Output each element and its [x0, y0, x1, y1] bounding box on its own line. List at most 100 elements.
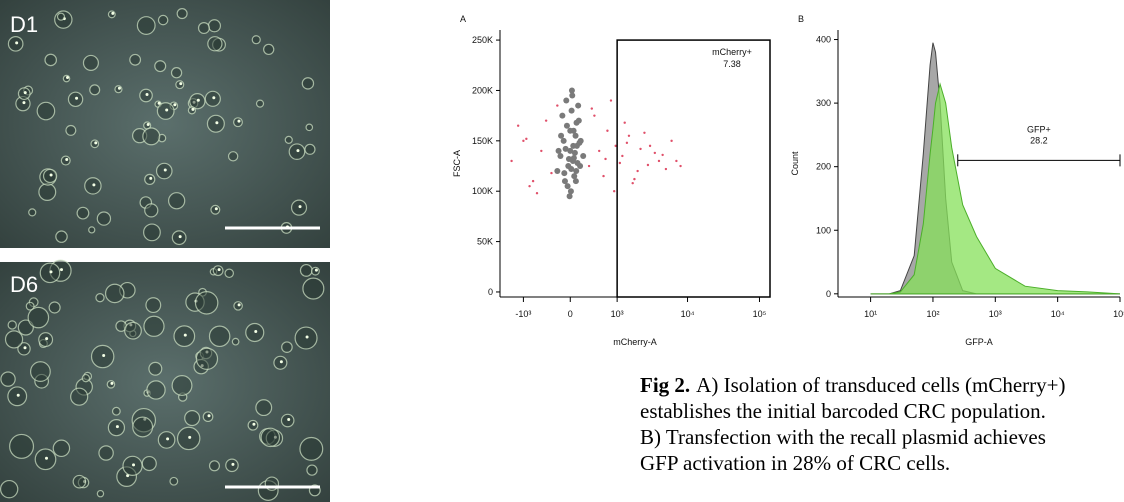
cell: [4, 330, 24, 349]
point: [567, 188, 574, 195]
cell-highlight: [23, 91, 27, 95]
caption-line: B) Transfection with the recall plasmid …: [640, 425, 1046, 449]
point: [646, 163, 650, 167]
cell: [88, 226, 96, 234]
point: [567, 127, 574, 134]
point: [561, 178, 568, 185]
point: [618, 161, 622, 165]
cell: [207, 36, 223, 52]
point: [563, 122, 570, 129]
cell-highlight: [196, 98, 200, 102]
point: [580, 152, 587, 159]
point: [571, 149, 578, 156]
cell: [224, 268, 234, 279]
cell: [144, 203, 159, 218]
point: [639, 147, 642, 151]
cell: [167, 192, 186, 210]
panel-label: B: [798, 14, 804, 24]
cell: [207, 19, 222, 33]
cell: [82, 54, 99, 71]
cell: [27, 306, 50, 329]
point: [657, 159, 661, 163]
cell: [38, 183, 57, 202]
cell-highlight: [145, 93, 149, 97]
point: [555, 147, 562, 154]
cell: [304, 143, 316, 155]
cell-highlight: [314, 268, 318, 272]
cell-highlight: [163, 168, 167, 172]
y-axis-label: Count: [790, 151, 800, 176]
point: [602, 174, 605, 178]
cell: [52, 439, 71, 458]
cell: [136, 16, 156, 35]
cell-highlight: [212, 96, 216, 100]
cell: [104, 283, 125, 304]
point: [559, 112, 566, 119]
cell: [208, 325, 231, 348]
cell-highlight: [117, 86, 121, 90]
y-tick-label: 200: [816, 162, 831, 172]
cell-highlight: [132, 463, 136, 467]
panel-label: A: [460, 14, 466, 24]
cell: [89, 84, 101, 96]
cell: [231, 337, 240, 346]
point: [661, 153, 664, 157]
y-axis-label: FSC-A: [452, 150, 462, 177]
cell: [284, 135, 293, 144]
cell-highlight: [252, 422, 256, 426]
cell-highlight: [92, 183, 96, 187]
point: [570, 142, 577, 149]
caption-line: Fig 2. A) Isolation of transduced cells (…: [640, 372, 1124, 398]
point: [572, 178, 579, 185]
x-tick-label: 10²: [926, 309, 939, 319]
point: [679, 164, 682, 168]
cell-highlight: [75, 96, 79, 100]
point: [604, 157, 607, 161]
cell: [184, 410, 201, 427]
cell: [48, 301, 61, 314]
cell: [305, 123, 314, 132]
point: [576, 139, 583, 146]
cell: [176, 8, 188, 20]
cell: [25, 301, 35, 311]
gate: [616, 39, 771, 298]
cell: [301, 77, 315, 90]
cell-highlight: [188, 435, 192, 439]
point: [675, 159, 678, 163]
point: [643, 131, 646, 134]
cell: [299, 436, 324, 461]
cell: [65, 124, 77, 136]
point: [612, 190, 616, 193]
cell: [281, 341, 293, 353]
point: [572, 132, 579, 139]
cell: [132, 416, 154, 438]
cell: [143, 315, 165, 337]
point: [561, 170, 568, 177]
point: [510, 159, 513, 163]
point: [568, 107, 575, 114]
area: [870, 42, 1120, 295]
cell-highlight: [94, 141, 98, 145]
cell: [194, 291, 219, 315]
point: [606, 129, 609, 132]
point: [633, 177, 636, 181]
point: [598, 149, 601, 153]
cell: [124, 321, 142, 340]
point: [568, 87, 575, 94]
gate-name: mCherry+: [712, 47, 752, 57]
cells: [0, 8, 325, 501]
point: [670, 139, 673, 143]
cell-highlight: [191, 107, 195, 111]
y-tick-label: 0: [826, 289, 831, 299]
cell-highlight: [305, 335, 309, 339]
y-tick-label: 0: [488, 287, 493, 297]
point: [571, 173, 578, 180]
y-tick-label: 200K: [472, 85, 493, 95]
cell-highlight: [65, 158, 69, 162]
point: [631, 181, 634, 185]
point: [573, 119, 580, 126]
cell-highlight: [49, 173, 53, 177]
cell: [143, 223, 161, 242]
gate-percent: 7.38: [723, 59, 741, 69]
